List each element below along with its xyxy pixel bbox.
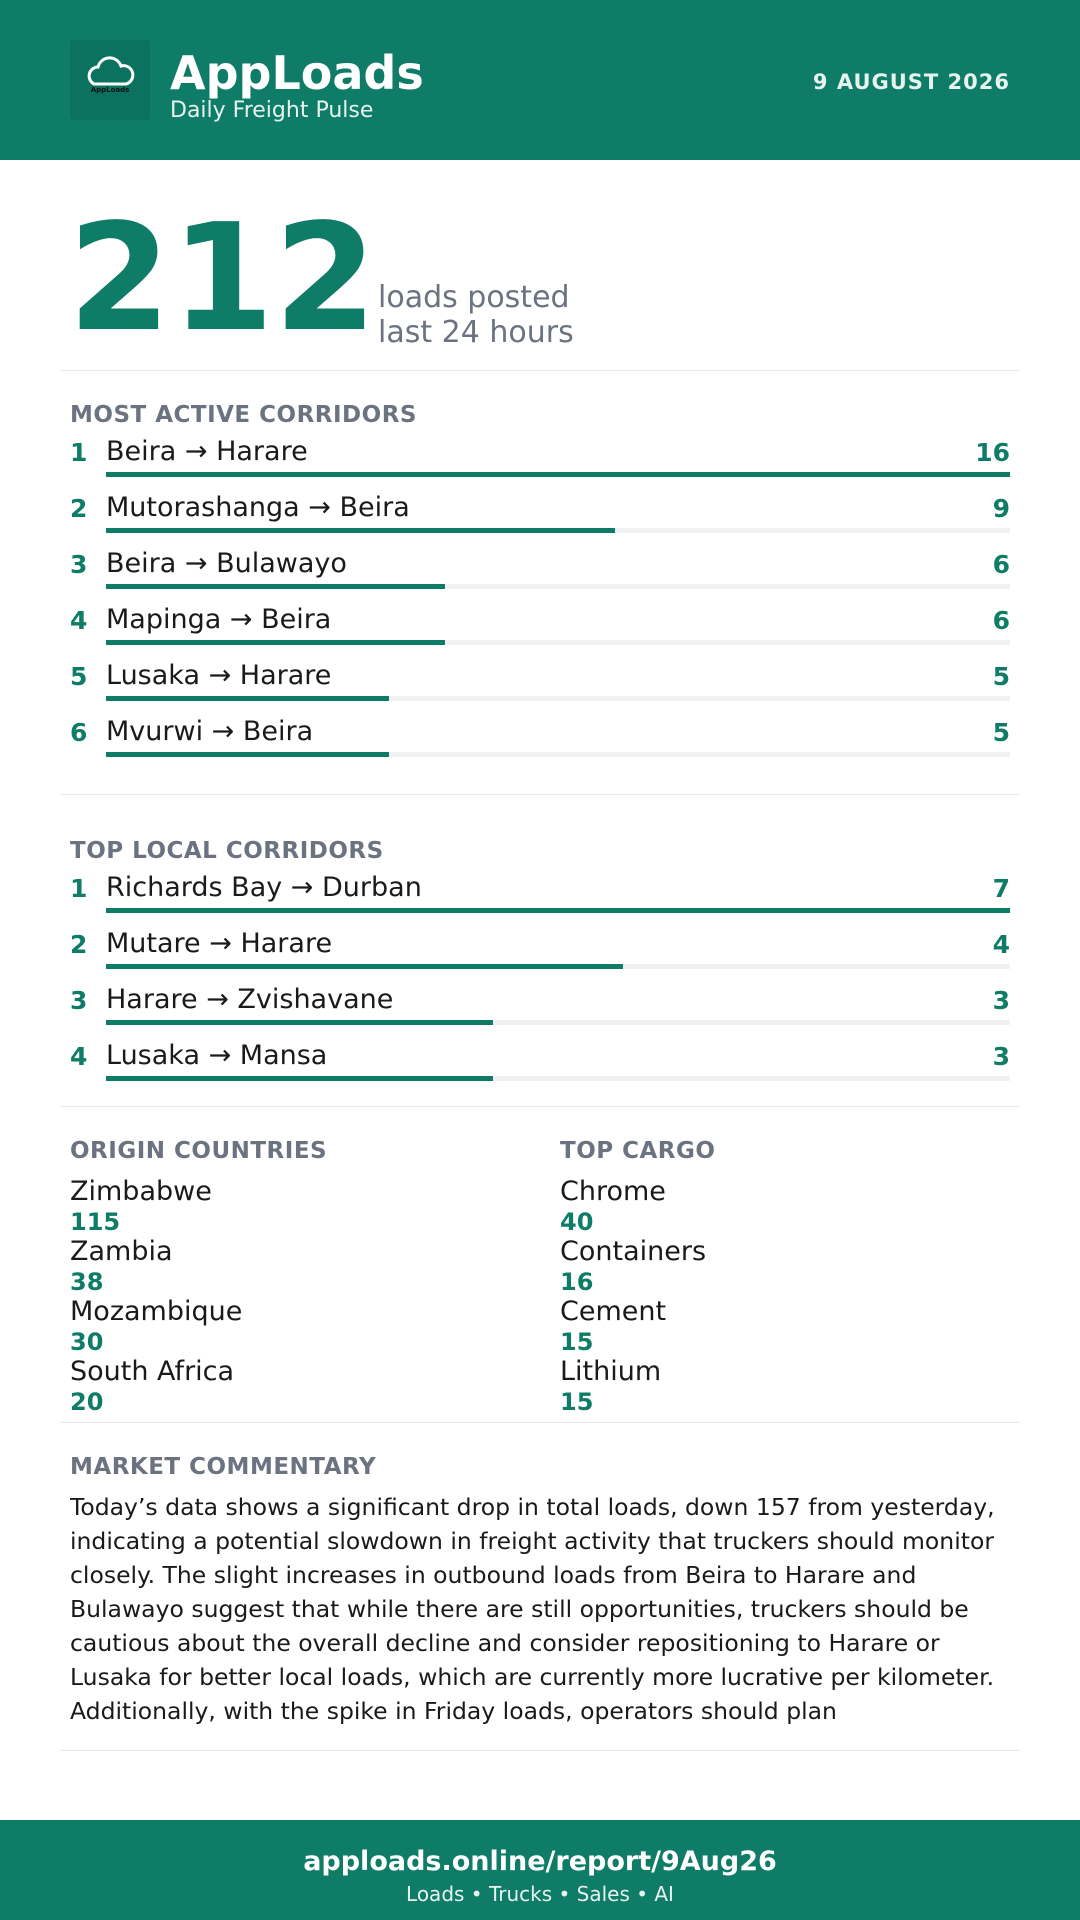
item-name: Containers [560, 1236, 707, 1267]
rank: 5 [70, 662, 88, 691]
divider [60, 1422, 1020, 1423]
route: Mapinga → Beira [106, 604, 332, 635]
hero-label: last 24 hours [378, 315, 574, 350]
commentary-text: Today’s data shows a significant drop in… [70, 1493, 995, 1725]
divider [60, 370, 1020, 371]
divider [60, 1106, 1020, 1107]
divider [60, 794, 1020, 795]
item-name: Chrome [560, 1176, 666, 1207]
bar [106, 1076, 494, 1081]
route: Beira → Harare [106, 436, 308, 467]
rank: 4 [70, 606, 88, 635]
section-title: TOP LOCAL CORRIDORS [70, 838, 384, 864]
item-name: Lithium [560, 1356, 662, 1387]
item-count: 30 [70, 1328, 104, 1356]
bar-track [106, 696, 1010, 701]
bar [106, 472, 1010, 477]
bar [106, 752, 389, 757]
route: Mvurwi → Beira [106, 716, 314, 747]
bar-track [106, 1020, 1010, 1025]
load-count: 16 [975, 438, 1010, 467]
item-count: 16 [560, 1268, 594, 1296]
section-title: ORIGIN COUNTRIES [70, 1138, 328, 1164]
hero-label: loads posted [378, 280, 570, 315]
route: Harare → Zvishavane [106, 984, 394, 1015]
route: Lusaka → Harare [106, 660, 332, 691]
item-count: 20 [70, 1388, 104, 1416]
divider [60, 1750, 1020, 1751]
load-count: 5 [992, 662, 1010, 691]
rank: 3 [70, 986, 88, 1015]
item-count: 15 [560, 1328, 594, 1356]
bar-track [106, 1076, 1010, 1081]
rank: 6 [70, 718, 88, 747]
load-count: 3 [992, 986, 1010, 1015]
route: Beira → Bulawayo [106, 548, 347, 579]
section-title: MOST ACTIVE CORRIDORS [70, 402, 417, 428]
bar [106, 696, 389, 701]
header: AppLoads AppLoads Daily Freight Pulse 9 … [0, 0, 1080, 160]
load-count: 6 [992, 606, 1010, 635]
bar [106, 584, 445, 589]
item-count: 38 [70, 1268, 104, 1296]
load-count: 3 [992, 1042, 1010, 1071]
route: Mutorashanga → Beira [106, 492, 410, 523]
bar [106, 528, 615, 533]
item-name: South Africa [70, 1356, 235, 1387]
footer-url[interactable]: apploads.online/report/9Aug26 [303, 1846, 777, 1877]
logo-text: AppLoads [90, 86, 130, 94]
bar [106, 964, 623, 969]
rank: 2 [70, 930, 88, 959]
rank: 2 [70, 494, 88, 523]
rank: 3 [70, 550, 88, 579]
item-count: 115 [70, 1208, 121, 1236]
item-count: 40 [560, 1208, 594, 1236]
route: Richards Bay → Durban [106, 872, 422, 903]
date: 9 AUGUST 2026 [812, 70, 1010, 94]
load-count: 7 [992, 874, 1010, 903]
hero-value: 212 [68, 192, 377, 364]
rank: 1 [70, 874, 88, 903]
load-count: 6 [992, 550, 1010, 579]
item-name: Cement [560, 1296, 667, 1327]
load-count: 9 [992, 494, 1010, 523]
subtitle: Daily Freight Pulse [170, 98, 374, 123]
bar [106, 1020, 494, 1025]
logo-icon [87, 56, 135, 86]
bar-track [106, 640, 1010, 645]
bar-track [106, 752, 1010, 757]
load-count: 4 [992, 930, 1010, 959]
bar [106, 640, 445, 645]
item-count: 15 [560, 1388, 594, 1416]
load-count: 5 [992, 718, 1010, 747]
item-name: Zambia [70, 1236, 173, 1267]
section-title: MARKET COMMENTARY [70, 1454, 377, 1480]
bar [106, 908, 1010, 913]
bar-track [106, 584, 1010, 589]
footer-tagline: Loads • Trucks • Sales • AI [406, 1882, 674, 1906]
rank: 4 [70, 1042, 88, 1071]
item-name: Mozambique [70, 1296, 243, 1327]
footer: apploads.online/report/9Aug26 Loads • Tr… [0, 1820, 1080, 1920]
rank: 1 [70, 438, 88, 467]
logo: AppLoads [70, 40, 150, 120]
route: Mutare → Harare [106, 928, 333, 959]
app-title: AppLoads [170, 46, 424, 100]
item-name: Zimbabwe [70, 1176, 212, 1207]
section-title: TOP CARGO [560, 1138, 716, 1164]
route: Lusaka → Mansa [106, 1040, 328, 1071]
